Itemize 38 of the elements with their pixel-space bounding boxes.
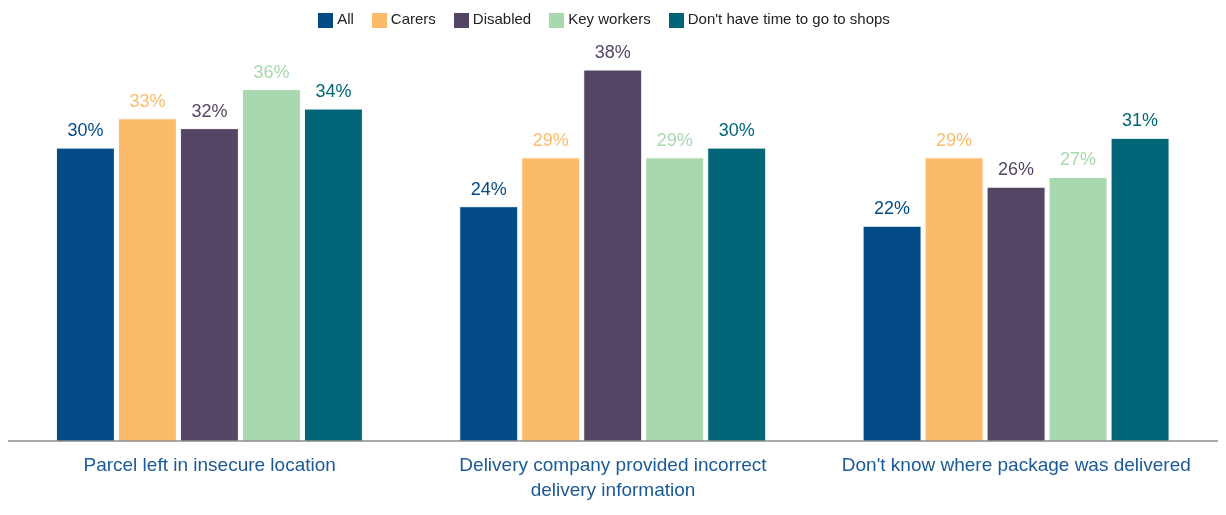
bar <box>583 69 643 442</box>
bar <box>986 186 1046 442</box>
legend-label: Carers <box>390 10 436 27</box>
data-label: 29% <box>936 129 973 150</box>
x-tick-label: Parcel left in insecure location <box>83 454 336 475</box>
bar <box>241 89 301 442</box>
data-label: 32% <box>191 100 228 121</box>
bar <box>1048 176 1108 442</box>
bar <box>1110 137 1170 442</box>
bar <box>862 225 922 442</box>
data-label: 33% <box>129 90 166 111</box>
data-label: 22% <box>874 198 911 219</box>
data-label: 30% <box>67 120 104 141</box>
data-label: 38% <box>594 42 631 62</box>
legend-label: Key workers <box>568 10 651 27</box>
legend-label: Don't have time to go to shops <box>687 10 890 27</box>
x-tick-label: Don't know where package was delivered <box>841 454 1191 475</box>
data-label: 29% <box>532 129 569 150</box>
legend-label: All <box>337 10 354 27</box>
data-label: 26% <box>998 159 1035 180</box>
data-label: 36% <box>253 61 290 82</box>
bar <box>645 157 705 442</box>
bar <box>179 128 239 442</box>
data-label: 30% <box>718 120 755 141</box>
x-tick-label: Delivery company provided incorrect delivery information <box>459 454 768 500</box>
data-label: 34% <box>315 81 352 102</box>
bar <box>117 118 177 442</box>
bar <box>924 157 984 442</box>
bar <box>55 147 115 442</box>
bar <box>303 108 363 442</box>
data-label: 27% <box>1060 149 1097 170</box>
data-label: 24% <box>470 178 507 199</box>
legend-label: Disabled <box>472 10 532 27</box>
bar <box>707 147 767 442</box>
bar <box>521 157 581 442</box>
bar <box>459 206 519 442</box>
data-label: 31% <box>1122 110 1159 131</box>
data-label: 29% <box>656 129 693 150</box>
